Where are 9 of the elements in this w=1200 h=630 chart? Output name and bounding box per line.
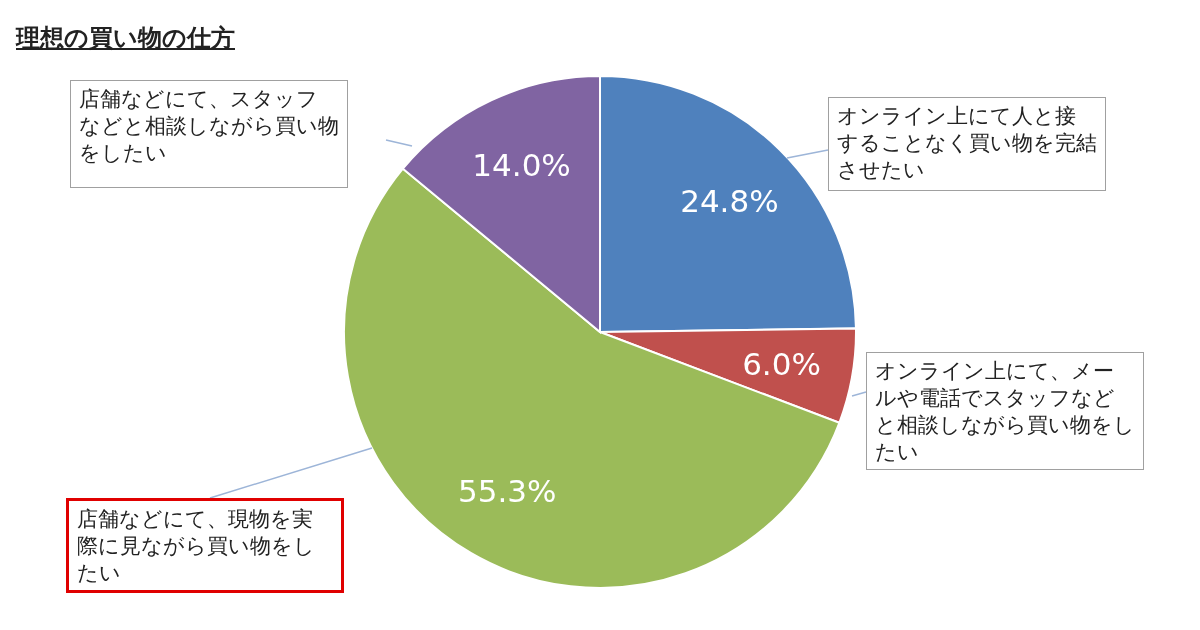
data-label: 6.0% [742,345,821,382]
slice-label: 店舗などにて、スタッフなどと相談しながら買い物をしたい [70,80,348,188]
slice-label: 店舗などにて、現物を実際に見ながら買い物をしたい [66,498,344,593]
slice-label: オンライン上にて人と接することなく買い物を完結させたい [828,97,1106,191]
chart-title: 理想の買い物の仕方 [16,23,235,53]
data-label: 55.3% [458,473,557,510]
data-label: 14.0% [472,147,571,184]
slice-label: オンライン上にて、メールや電話でスタッフなどと相談しながら買い物をしたい [866,352,1144,470]
data-label: 24.8% [680,182,779,219]
